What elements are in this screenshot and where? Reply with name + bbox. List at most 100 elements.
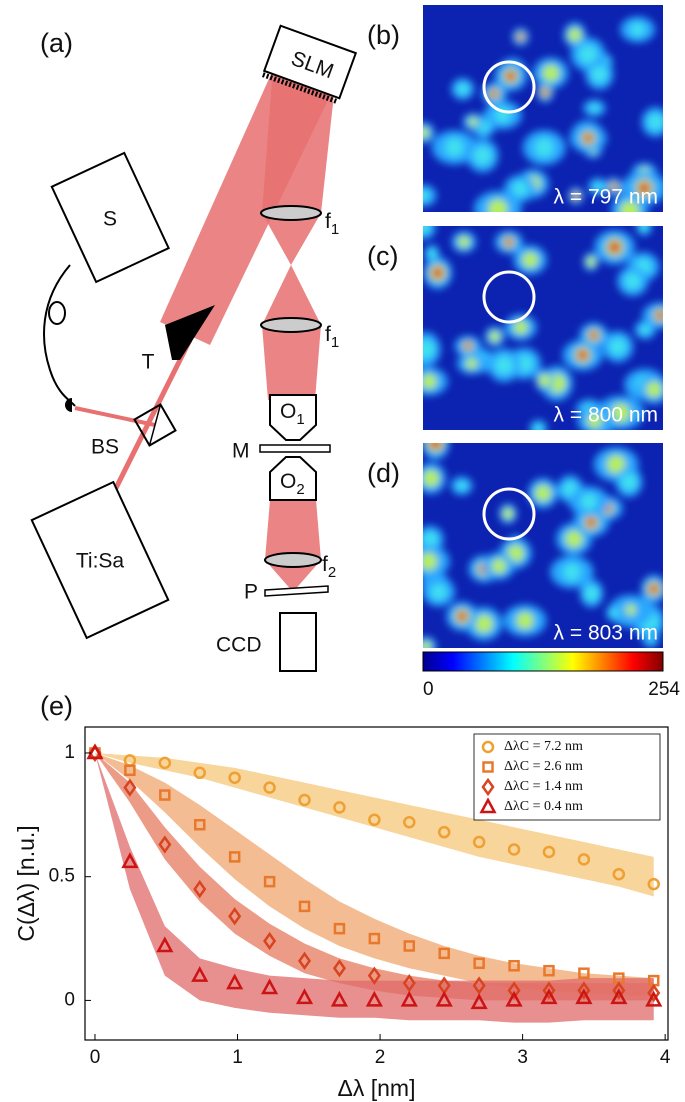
legend-marker <box>479 797 497 814</box>
speckle <box>589 330 599 340</box>
speckle <box>522 251 539 268</box>
speckle <box>565 530 583 548</box>
point <box>540 988 558 1005</box>
label: O <box>280 400 296 423</box>
beam <box>262 80 335 265</box>
colorbar <box>422 651 664 672</box>
wavelength-label: λ = 800 nm <box>554 404 658 427</box>
chart: 0 1 2 3 4 0 0.5 1 Δλ [nm] C(Δλ) [n.u.] ΔλC = 7.2 n… <box>13 726 671 1101</box>
speckle-image <box>423 226 663 430</box>
speckle <box>432 267 444 279</box>
point <box>438 947 450 960</box>
speckle <box>516 611 534 630</box>
point <box>402 973 416 993</box>
point <box>332 959 346 978</box>
point <box>263 781 276 794</box>
point <box>368 932 381 945</box>
speckle <box>423 469 440 487</box>
label: T <box>142 351 155 374</box>
panel-label: (b) <box>367 20 400 50</box>
speckle <box>423 226 431 234</box>
label-sub: 1 <box>296 411 304 428</box>
speckle-blobs <box>423 226 663 430</box>
label: f <box>325 323 331 346</box>
speckle <box>505 71 516 82</box>
camera <box>279 612 317 672</box>
speckle <box>423 127 430 139</box>
point <box>400 990 418 1007</box>
speckle <box>562 563 581 581</box>
speckle <box>429 443 442 450</box>
speckle <box>512 181 528 197</box>
speckle <box>423 552 438 571</box>
lens <box>260 205 322 221</box>
speckle-blobs <box>423 16 663 212</box>
point <box>507 981 521 1000</box>
prism <box>165 305 215 360</box>
speckle <box>572 193 579 199</box>
speckle <box>423 373 437 390</box>
plot-frame <box>84 726 669 1041</box>
speckle <box>464 342 472 350</box>
speckle <box>585 256 597 267</box>
point <box>508 960 520 972</box>
speckle <box>456 83 469 95</box>
confidence-band <box>94 752 654 1001</box>
point <box>193 766 206 780</box>
label-sub: 1 <box>331 334 339 351</box>
point <box>645 990 663 1007</box>
speckle <box>593 181 603 192</box>
speckle <box>541 88 549 96</box>
legend-box <box>473 733 661 821</box>
y-tick-label: 0 <box>64 989 75 1010</box>
x-tick-label: 2 <box>375 1047 386 1068</box>
speckle <box>630 22 645 37</box>
speckle <box>577 349 588 361</box>
label: f2 <box>322 553 336 581</box>
beam-splitter <box>133 403 177 447</box>
panel-label: (c) <box>367 241 398 271</box>
speckle <box>458 236 470 248</box>
legend-label: ΔλC = 1.4 nm <box>504 779 583 794</box>
speckle <box>589 103 599 113</box>
point <box>647 877 660 891</box>
speckle <box>620 200 640 212</box>
speckle <box>474 614 493 633</box>
point <box>435 990 453 1007</box>
legend-label: ΔλC = 2.6 nm <box>504 759 583 774</box>
speckle <box>423 641 432 648</box>
speckle <box>445 138 464 157</box>
label: O <box>280 470 296 493</box>
x-tick-label: 3 <box>517 1047 528 1068</box>
point <box>365 990 383 1007</box>
fiber <box>43 264 76 407</box>
point <box>367 966 381 985</box>
lens <box>260 317 322 333</box>
speckle <box>590 65 608 83</box>
point <box>610 988 628 1005</box>
label: BS <box>91 436 119 459</box>
speckle <box>538 374 552 387</box>
label: f <box>325 210 331 233</box>
point <box>472 976 486 995</box>
point <box>260 978 279 995</box>
highlight-circle <box>482 60 536 114</box>
point <box>333 922 346 935</box>
point <box>505 990 523 1007</box>
point <box>298 900 311 913</box>
point <box>228 851 241 863</box>
point <box>263 931 277 951</box>
speckle <box>586 517 597 528</box>
setup: (a) SLM S T BS Ti:Sa f1 f1 O1 M O2 f2 P … <box>30 24 358 672</box>
legend-label: ΔλC = 7.2 nm <box>504 739 583 754</box>
speckle <box>638 226 650 232</box>
point <box>295 988 314 1005</box>
speckle <box>502 508 514 520</box>
source-box <box>50 151 170 284</box>
slm <box>261 24 358 105</box>
speckle <box>517 33 524 40</box>
speckle <box>648 583 659 594</box>
confidence-band <box>94 752 654 996</box>
point <box>542 981 556 1000</box>
point <box>368 813 381 827</box>
